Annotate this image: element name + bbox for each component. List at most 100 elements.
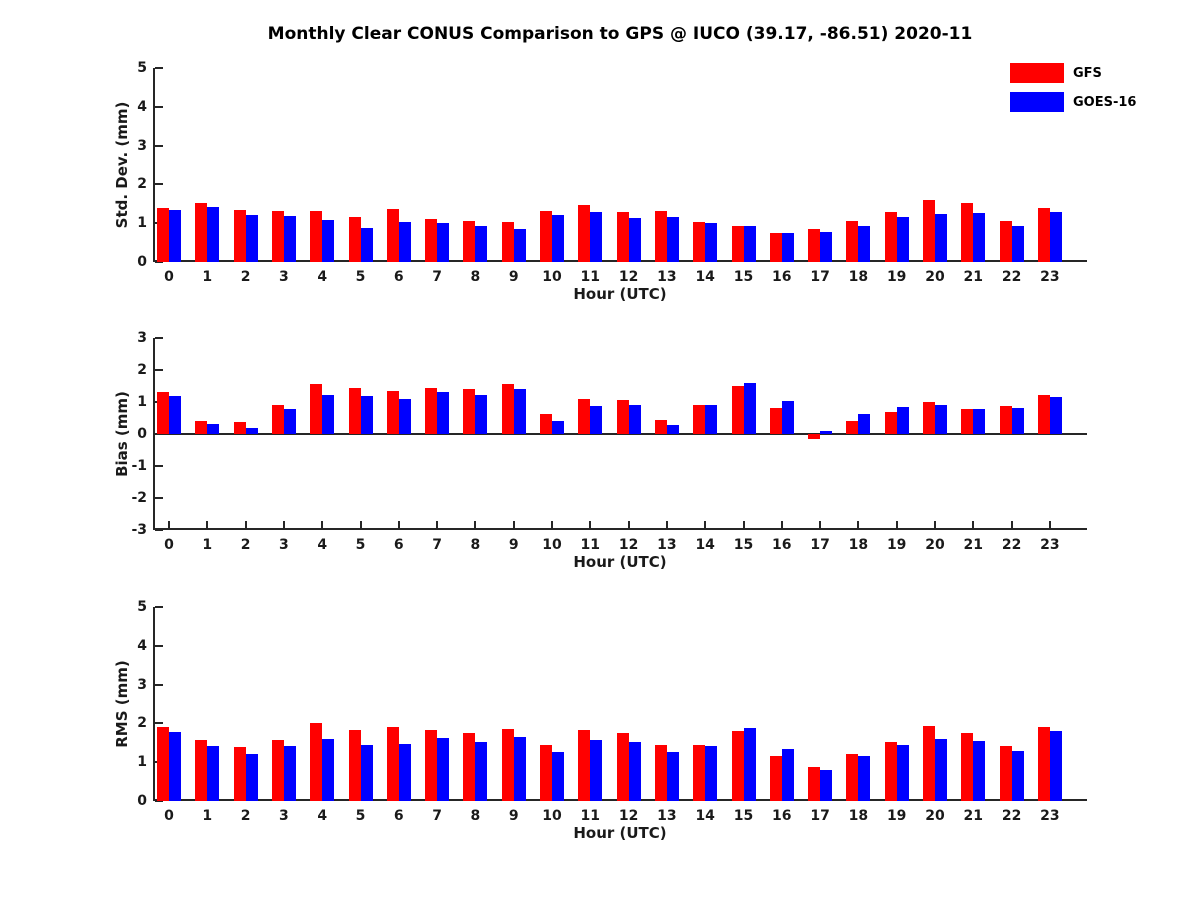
- x-tick-label: 10: [542, 808, 562, 824]
- x-tick-label: 20: [925, 808, 945, 824]
- x-tick-label: 17: [810, 269, 830, 285]
- bar-gfs-h10: [540, 414, 552, 434]
- bar-goes16-h11: [590, 211, 603, 262]
- bar-gfs-h18: [846, 221, 859, 262]
- x-tick-label: 15: [733, 808, 754, 824]
- x-axis-label-rms: Hour (UTC): [573, 824, 667, 842]
- bar-gfs-h3: [271, 404, 284, 434]
- x-tick-label: 19: [886, 537, 907, 553]
- x-tick-label: 20: [925, 269, 945, 285]
- bar-gfs-h6: [386, 727, 399, 801]
- bar-goes16-h16: [781, 749, 794, 801]
- bar-gfs-h23: [1037, 394, 1050, 434]
- bar-goes16-h7: [437, 391, 450, 434]
- x-tick: [665, 521, 668, 528]
- y-tick: [155, 722, 163, 725]
- bar-goes16-h12: [628, 742, 641, 801]
- x-tick-label: 6: [393, 808, 404, 824]
- bar-goes16-h2: [245, 753, 258, 801]
- bar-goes16-h4: [322, 738, 335, 801]
- bar-gfs-h13: [654, 745, 667, 801]
- bar-gfs-h0: [157, 207, 169, 262]
- x-tick-label: 15: [733, 537, 754, 553]
- bar-gfs-h9: [501, 222, 514, 262]
- y-tick-label: 0: [137, 254, 147, 270]
- x-tick: [244, 521, 247, 528]
- x-tick-label: 21: [963, 537, 984, 553]
- y-tick-label: 0: [137, 426, 147, 442]
- bar-gfs-h21: [961, 409, 974, 434]
- y-tick-label: 1: [137, 754, 147, 771]
- bar-goes16-h3: [283, 216, 296, 262]
- bar-gfs-h7: [425, 387, 438, 434]
- x-tick: [895, 521, 898, 528]
- x-tick: [436, 521, 439, 528]
- x-tick-label: 7: [432, 808, 442, 824]
- bar-goes16-h1: [207, 423, 220, 434]
- zero-line: [153, 433, 1087, 435]
- x-tick-label: 4: [317, 808, 328, 824]
- x-tick: [742, 521, 745, 528]
- y-tick: [155, 144, 163, 147]
- bar-gfs-h7: [425, 729, 438, 801]
- bar-goes16-h12: [628, 404, 641, 434]
- x-tick-label: 1: [202, 537, 213, 553]
- bar-goes16-h15: [743, 382, 756, 434]
- x-tick: [780, 521, 783, 528]
- bar-goes16-h14: [705, 745, 718, 801]
- bar-gfs-h20: [923, 199, 935, 262]
- legend-label-gfs: GFS: [1073, 65, 1102, 81]
- bar-gfs-h11: [578, 729, 591, 801]
- x-tick-label: 0: [164, 808, 174, 824]
- bar-gfs-h1: [195, 740, 208, 801]
- y-axis-line: [153, 68, 155, 262]
- y-tick: [155, 433, 163, 435]
- bar-gfs-h14: [693, 404, 706, 434]
- bar-goes16-h20: [935, 738, 947, 801]
- y-tick-label: 2: [137, 715, 147, 732]
- y-axis-label-bias: Bias (mm): [113, 391, 131, 477]
- bar-goes16-h15: [743, 728, 756, 801]
- bar-gfs-h10: [540, 210, 552, 262]
- bar-goes16-h13: [666, 425, 679, 434]
- bar-goes16-h10: [552, 751, 564, 801]
- x-tick-label: 12: [618, 537, 639, 553]
- bar-gfs-h18: [846, 754, 859, 801]
- x-tick: [972, 521, 975, 528]
- y-tick-label: 5: [137, 599, 147, 615]
- x-tick-label: 2: [240, 537, 251, 553]
- x-tick-label: 11: [580, 537, 601, 553]
- x-tick: [1010, 521, 1013, 528]
- legend-entry-gfs: GFS: [1010, 62, 1136, 84]
- bar-gfs-h21: [961, 203, 974, 262]
- bar-gfs-h16: [769, 233, 782, 262]
- x-tick-label: 21: [963, 808, 984, 824]
- y-axis-label-stddev: Std. Dev. (mm): [113, 101, 131, 229]
- bar-goes16-h17: [820, 431, 833, 434]
- bar-goes16-h22: [1011, 750, 1024, 801]
- x-tick-label: 23: [1040, 537, 1060, 553]
- bar-gfs-h14: [693, 745, 706, 801]
- bar-goes16-h5: [360, 744, 373, 801]
- legend: GFS GOES-16: [1010, 62, 1136, 120]
- legend-swatch-gfs: [1010, 63, 1064, 83]
- bar-goes16-h23: [1049, 396, 1062, 434]
- bar-goes16-h6: [398, 222, 411, 262]
- bar-goes16-h0: [169, 731, 181, 801]
- bar-goes16-h8: [475, 225, 488, 262]
- bar-gfs-h0: [157, 392, 169, 434]
- x-tick: [551, 521, 553, 528]
- bar-gfs-h8: [463, 221, 476, 262]
- x-axis-label-bias: Hour (UTC): [573, 553, 667, 571]
- x-tick: [359, 521, 362, 528]
- y-tick-label: 4: [137, 98, 147, 115]
- bar-goes16-h8: [475, 742, 488, 801]
- bar-gfs-h20: [923, 725, 935, 801]
- bar-gfs-h3: [271, 739, 284, 801]
- bar-goes16-h19: [896, 407, 909, 434]
- bar-gfs-h11: [578, 398, 591, 434]
- bar-gfs-h10: [540, 744, 552, 801]
- legend-label-goes16: GOES-16: [1073, 94, 1137, 110]
- bar-goes16-h4: [322, 394, 335, 434]
- x-tick-label: 16: [772, 537, 792, 553]
